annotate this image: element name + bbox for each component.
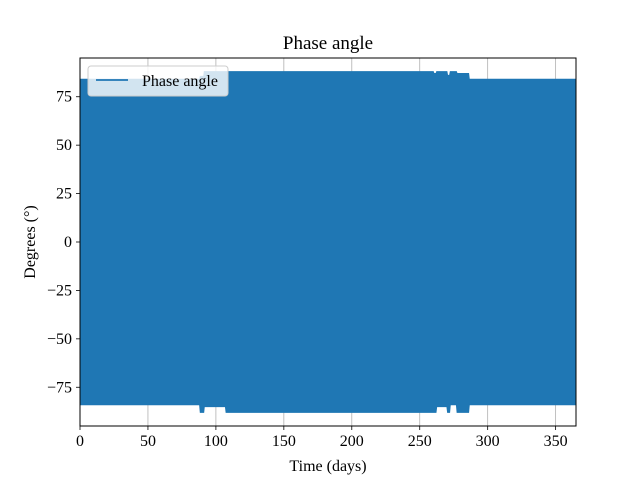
x-axis: 0 50 100 150 200 250 300 350 [76,426,568,450]
y-tick-label: −50 [47,331,72,348]
y-axis-label: Degrees (°) [22,205,39,278]
x-tick-label: 50 [140,433,156,450]
y-axis: 75 50 25 0 −25 −50 −75 [47,89,80,396]
y-tick-label: −75 [47,379,72,396]
x-tick-label: 250 [408,433,432,450]
y-tick-label: 50 [56,137,72,154]
x-tick-label: 150 [272,433,296,450]
y-tick-label: 75 [56,89,72,106]
x-tick-label: 350 [544,433,568,450]
legend: Phase angle [87,65,229,97]
x-tick-label: 100 [204,433,228,450]
x-tick-label: 300 [476,433,500,450]
legend-box [87,65,229,97]
y-tick-label: −25 [47,282,72,299]
y-tick-label: 25 [56,186,72,203]
y-tick-label: 0 [64,234,72,251]
series-phase-angle-band [79,71,577,413]
chart-title: Phase angle [283,33,373,54]
x-axis-label: Time (days) [289,458,366,475]
x-tick-label: 200 [340,433,364,450]
x-tick-label: 0 [76,433,84,450]
legend-label: Phase angle [142,73,218,90]
